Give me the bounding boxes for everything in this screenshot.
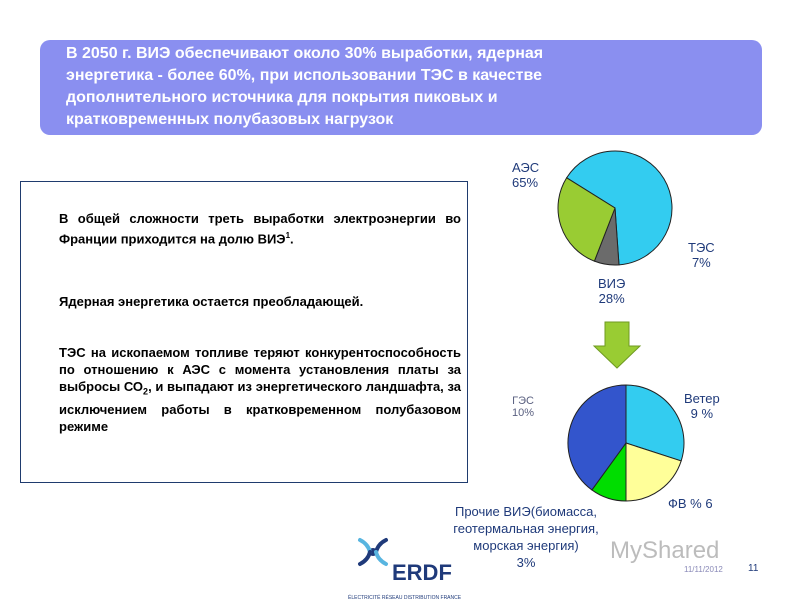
pie2-label-hydro: ГЭС 10% — [512, 395, 534, 419]
pie2-slice-wind — [625, 384, 685, 462]
pie1-label-thermal: ТЭС 7% — [688, 240, 715, 270]
pie1-slice-renewables — [557, 177, 616, 262]
title-line: энергетика - более 60%, при использовани… — [66, 67, 542, 84]
paragraph-nuclear-dominant: Ядерная энергетика остается преобладающе… — [59, 294, 364, 309]
pie2-label-hydro-value: 10% — [512, 407, 535, 419]
paragraph-renewables-share: В общей сложности треть выработки электр… — [59, 211, 461, 247]
erdf-logo-mark-icon — [358, 538, 388, 566]
pie1-slice-nuclear — [565, 150, 673, 266]
pie2-label-hydro-name: ГЭС — [512, 395, 534, 407]
pie2-label-wind-value: 9 % — [690, 406, 714, 421]
pie2-label-other-renewables: Прочие ВИЭ(биомасса, геотермальная энерг… — [453, 504, 599, 570]
down-arrow-icon — [592, 321, 642, 369]
slide-date: 11/11/2012 — [684, 565, 723, 574]
title-line: дополнительного источника для покрытия п… — [66, 89, 498, 106]
pie-chart-renewables-split — [567, 384, 685, 502]
pie2-label-wind-name: Ветер — [684, 391, 720, 406]
summary-text-box: В общей сложности треть выработки электр… — [20, 181, 468, 483]
pie-chart-generation-2050 — [557, 150, 673, 266]
pie2-label-wind: Ветер 9 % — [684, 391, 720, 421]
page-number: 11 — [748, 563, 759, 574]
pie2-slice-pv — [625, 442, 682, 502]
watermark: MyShared — [610, 537, 720, 564]
pie1-label-renewables: ВИЭ 28% — [598, 276, 626, 306]
title-banner: В 2050 г. ВИЭ обеспечивают около 30% выр… — [40, 40, 762, 135]
title-line: кратковременных полубазовых нагрузок — [66, 111, 394, 128]
logo-subtitle: ÉLECTRICITÉ RÉSEAU DISTRIBUTION FRANCE — [348, 595, 462, 601]
erdf-logo-text: ERDF — [392, 560, 452, 585]
pie2-slice-hydro — [567, 384, 627, 491]
paragraph-thermal-plants: ТЭС на ископаемом топливе теряют конкуре… — [59, 345, 461, 434]
title-line: В 2050 г. ВИЭ обеспечивают около 30% выр… — [66, 45, 544, 62]
pie1-label-nuclear: АЭС 65% — [512, 160, 540, 190]
pie2-label-pv: ФВ % 6 — [668, 496, 713, 511]
